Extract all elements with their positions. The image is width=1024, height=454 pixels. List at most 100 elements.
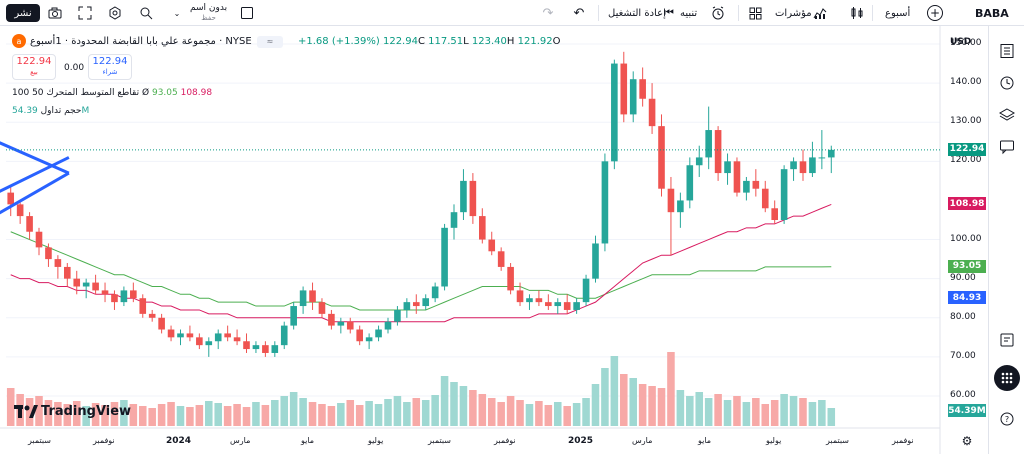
price-chart-svg[interactable] <box>0 26 988 454</box>
candle-body <box>148 313 156 318</box>
svg-text:?: ? <box>1005 415 1009 424</box>
volume-bar <box>638 384 647 426</box>
replay-label: إعادة التشغيل <box>608 7 666 19</box>
redo-icon[interactable]: ↷ <box>542 5 554 21</box>
axis-settings-gear-icon[interactable]: ⚙ <box>961 434 973 448</box>
candle-body <box>328 313 335 326</box>
undo-icon[interactable]: ↶ <box>573 5 585 21</box>
candle-body <box>384 321 392 330</box>
settings-gear-icon[interactable] <box>108 6 122 20</box>
candle-body <box>422 298 430 307</box>
candle-body <box>809 157 816 174</box>
layers-icon[interactable] <box>998 106 1016 124</box>
volume-bar <box>450 382 458 426</box>
currency-label[interactable]: USD <box>950 37 972 47</box>
candle-body <box>620 63 628 115</box>
buy-button[interactable]: 122.94 شراء <box>88 54 132 80</box>
indicators-button[interactable]: مؤشرات <box>775 0 812 26</box>
volume-bar <box>167 402 175 426</box>
volume-bar <box>620 374 628 426</box>
candle-body <box>196 337 203 346</box>
candle-body <box>16 204 24 217</box>
ma-source: Ø <box>142 88 150 98</box>
chevron-down-icon[interactable]: ⌄ <box>173 8 181 18</box>
volume-bar <box>384 399 392 426</box>
volume-bar <box>223 406 232 426</box>
change-value: +1.68 (+1.39%) <box>298 36 380 47</box>
volume-bar <box>337 403 345 426</box>
volume-bar <box>82 406 90 426</box>
volume-bar <box>525 404 534 426</box>
replay-button[interactable]: إعادة التشغيل <box>608 0 666 26</box>
interval-button[interactable]: أسبوع <box>885 0 910 26</box>
price-tick-label: 70.00 <box>950 350 976 361</box>
volume-bar <box>233 404 241 426</box>
layout-square-icon[interactable] <box>240 6 254 20</box>
time-tick-label: سبتمبر <box>826 436 849 445</box>
candle-body <box>111 294 118 303</box>
apps-grid-icon[interactable] <box>994 365 1020 391</box>
watchlist-icon[interactable] <box>998 42 1016 60</box>
legend-ohlc: +1.68 (+1.39%) 122.94C 117.51L 123.40H 1… <box>298 36 561 47</box>
volume-bar <box>648 386 656 426</box>
volume-bar <box>44 400 53 426</box>
volume-bar <box>770 400 779 426</box>
indicators-icon[interactable] <box>813 6 827 20</box>
price-tick-label: 140.00 <box>950 77 982 88</box>
chart-pane[interactable]: a مجموعة علي بابا القابضة المحدودة · 1أس… <box>0 26 988 454</box>
candle-body <box>441 227 448 287</box>
candle-body <box>262 345 269 353</box>
candle-body <box>224 333 231 338</box>
volume-bar <box>110 402 119 426</box>
tradingview-logo[interactable]: TradingView <box>14 404 131 419</box>
symbol-label: BABA <box>975 6 1009 20</box>
trend-line <box>0 171 70 215</box>
publish-button[interactable]: نشر <box>6 4 40 22</box>
volume-bar <box>761 404 770 426</box>
chat-icon[interactable] <box>998 138 1016 156</box>
candle-body <box>545 302 552 307</box>
candle-body <box>460 180 467 213</box>
volume-bar <box>714 394 722 426</box>
alerts-clock-icon[interactable] <box>998 74 1016 92</box>
volume-bar <box>780 394 788 426</box>
candle-body <box>73 278 81 287</box>
candle-body <box>827 149 835 158</box>
volume-bar <box>280 396 289 426</box>
volume-bar <box>129 404 138 426</box>
sell-button[interactable]: 122.94 بيع <box>12 54 56 80</box>
volume-bar <box>214 403 222 426</box>
compare-add-icon[interactable]: + <box>927 5 943 21</box>
quick-search-icon[interactable] <box>139 6 153 20</box>
volume-bar <box>818 400 826 426</box>
ideas-icon[interactable] <box>998 331 1016 349</box>
help-icon[interactable]: ? <box>998 410 1016 428</box>
time-tick-label: مارس <box>632 436 653 445</box>
layout-name-button[interactable]: بدون اسم حفظ <box>190 0 227 26</box>
replay-icon[interactable]: ⏮ <box>664 6 674 19</box>
candles-icon[interactable] <box>850 6 864 20</box>
publish-label: نشر <box>14 7 32 19</box>
cross-price-tag: 84.93 <box>948 291 986 305</box>
volume-bar <box>327 406 336 426</box>
time-tick-label: سبتمبر <box>428 436 451 445</box>
legend-toggle-icon[interactable]: ≈ <box>257 36 283 48</box>
templates-icon[interactable] <box>748 6 762 20</box>
candle-body <box>705 130 712 158</box>
alert-button[interactable]: تنبيه <box>680 0 697 26</box>
volume-bar <box>695 392 704 426</box>
tradingview-logo-icon <box>14 405 38 418</box>
volume-bar <box>148 408 156 426</box>
camera-icon[interactable] <box>48 6 62 20</box>
candle-body <box>45 247 52 260</box>
volume-bar <box>346 400 355 426</box>
volume-bar <box>516 400 524 426</box>
alarm-clock-icon[interactable] <box>711 6 725 20</box>
volume-legend: حجم تداول 54.39M <box>12 106 89 116</box>
volume-bar <box>704 398 713 426</box>
price-tick-label: 90.00 <box>950 272 976 283</box>
candle-body <box>101 290 109 295</box>
symbol-search-button[interactable]: BABA <box>975 0 1009 26</box>
candle-body <box>601 161 609 244</box>
fullscreen-icon[interactable] <box>78 6 92 20</box>
